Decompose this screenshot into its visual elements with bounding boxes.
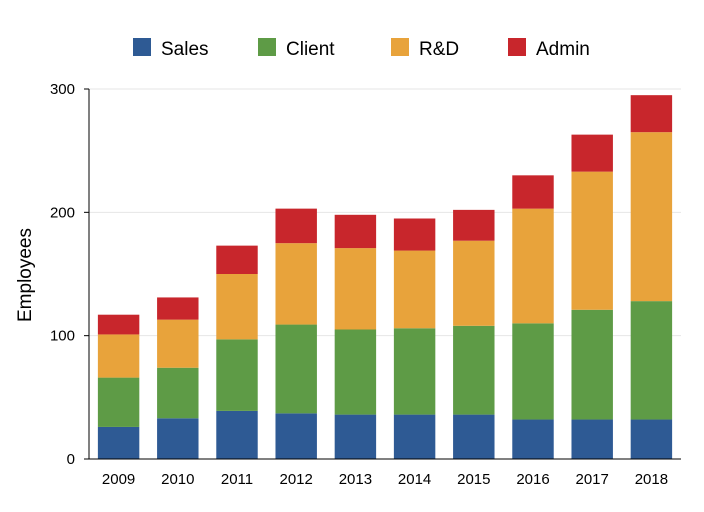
legend-label: Sales <box>161 39 209 60</box>
bar-segment <box>393 414 436 459</box>
bar-segment <box>630 419 673 459</box>
x-tick-label: 2009 <box>102 471 135 488</box>
x-tick-label: 2011 <box>221 471 253 488</box>
x-tick-label: 2018 <box>635 471 668 488</box>
bar-segment <box>157 367 199 419</box>
x-tick-label: 2013 <box>339 471 372 488</box>
bar-segment <box>453 209 495 241</box>
bar-segment <box>157 319 199 368</box>
y-tick-label: 200 <box>50 204 75 221</box>
x-tick-label: 2012 <box>280 471 313 488</box>
bar-segment <box>393 218 436 251</box>
y-tick-label: 300 <box>50 81 75 98</box>
x-tick-label: 2015 <box>457 471 490 488</box>
x-tick-label: 2016 <box>516 471 549 488</box>
legend-swatch <box>508 38 526 56</box>
bar-segment <box>334 329 377 415</box>
bar-segment <box>275 208 317 244</box>
bar-segment <box>571 419 613 459</box>
bar-segment <box>216 245 258 274</box>
bar-segment <box>571 171 613 310</box>
bar-segment <box>157 297 199 320</box>
bar-segment <box>393 328 436 415</box>
bars <box>97 95 673 459</box>
bar-segment <box>571 309 613 420</box>
legend: Sales Client R&D Admin <box>133 38 590 60</box>
bar-segment <box>97 314 140 335</box>
bar-segment <box>216 410 258 459</box>
bar-segment <box>157 418 199 459</box>
legend-swatch <box>391 38 409 56</box>
bar-segment <box>275 243 317 325</box>
x-tick-label: 2017 <box>576 471 609 488</box>
legend-label: R&D <box>419 39 459 60</box>
bar-segment <box>334 414 377 459</box>
bar-segment <box>630 132 673 302</box>
bar-segment <box>97 377 140 427</box>
bar-segment <box>453 325 495 415</box>
legend-swatch <box>133 38 151 56</box>
bar-segment <box>630 301 673 420</box>
bar-segment <box>216 274 258 340</box>
y-tick-label: 0 <box>67 451 75 468</box>
y-tick-label: 100 <box>50 328 75 345</box>
bar-segment <box>334 214 377 249</box>
bar-segment <box>630 95 673 133</box>
bar-segment <box>393 250 436 329</box>
bar-segment <box>334 248 377 330</box>
x-tick-label: 2010 <box>161 471 194 488</box>
bar-segment <box>97 334 140 378</box>
bar-segment <box>512 419 554 459</box>
bar-segment <box>512 323 554 420</box>
legend-label: Client <box>286 39 335 60</box>
bar-segment <box>512 175 554 209</box>
y-axis-title: Employees <box>15 228 36 322</box>
axes: 0 100 200 300 2009 2010 2011 2012 2013 2014 2015 20… <box>50 81 681 488</box>
legend-label: Admin <box>536 39 590 60</box>
bar-segment <box>275 324 317 414</box>
bar-segment <box>275 413 317 459</box>
bar-segment <box>453 414 495 459</box>
bar-segment <box>512 208 554 324</box>
legend-swatch <box>258 38 276 56</box>
bar-segment <box>216 339 258 411</box>
bar-segment <box>571 134 613 172</box>
bar-segment <box>453 240 495 326</box>
bar-segment <box>97 426 140 459</box>
x-tick-label: 2014 <box>398 471 431 488</box>
